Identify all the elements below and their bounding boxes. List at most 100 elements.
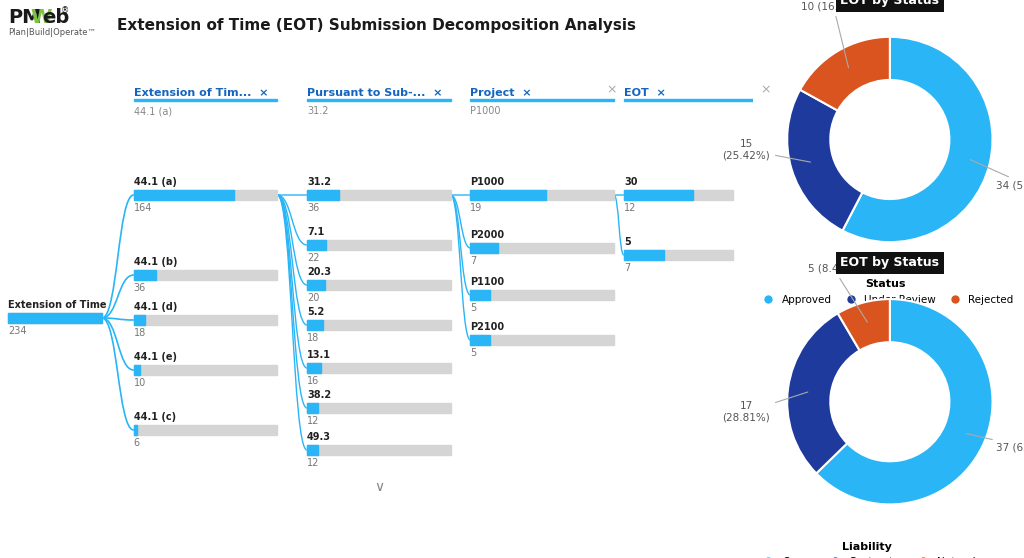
Text: ×: × xyxy=(760,83,770,96)
Text: 31.2: 31.2 xyxy=(307,106,329,116)
Text: 44.1 (c): 44.1 (c) xyxy=(134,412,176,422)
Bar xyxy=(470,190,546,200)
Bar xyxy=(307,403,451,413)
FancyArrowPatch shape xyxy=(278,195,307,285)
Text: P1000: P1000 xyxy=(470,106,501,116)
Text: 18: 18 xyxy=(307,333,319,343)
Text: 36: 36 xyxy=(307,203,319,213)
Bar xyxy=(307,363,451,373)
Text: 17
(28.81%): 17 (28.81%) xyxy=(722,392,808,423)
Text: 10 (16.95%): 10 (16.95%) xyxy=(802,1,865,68)
Text: 34 (57.63%): 34 (57.63%) xyxy=(970,160,1024,191)
Text: Pursuant to Sub-...  ×: Pursuant to Sub-... × xyxy=(307,88,442,98)
Bar xyxy=(307,240,327,250)
Text: Extension of Time: Extension of Time xyxy=(8,300,106,310)
Text: 44.1 (b): 44.1 (b) xyxy=(134,257,177,267)
FancyArrowPatch shape xyxy=(614,195,624,255)
FancyArrowPatch shape xyxy=(102,275,134,318)
FancyArrowPatch shape xyxy=(102,318,134,370)
Bar xyxy=(624,250,733,260)
Text: ∨: ∨ xyxy=(374,480,384,494)
Text: 19: 19 xyxy=(470,203,482,213)
Text: 30: 30 xyxy=(624,177,637,187)
Bar xyxy=(8,313,102,323)
Wedge shape xyxy=(843,37,992,242)
Bar xyxy=(470,335,490,345)
Text: 36: 36 xyxy=(134,283,146,293)
Text: P2100: P2100 xyxy=(470,322,505,332)
Text: P2000: P2000 xyxy=(470,230,505,240)
FancyArrowPatch shape xyxy=(278,195,307,408)
Text: 5: 5 xyxy=(470,303,476,313)
Bar xyxy=(134,315,278,325)
Text: 7: 7 xyxy=(624,263,630,273)
Bar xyxy=(307,445,451,455)
FancyArrowPatch shape xyxy=(102,318,134,320)
Text: P1100: P1100 xyxy=(470,277,505,287)
FancyArrowPatch shape xyxy=(102,195,134,318)
Bar xyxy=(307,240,451,250)
Text: 15
(25.42%): 15 (25.42%) xyxy=(722,139,810,162)
Text: 12: 12 xyxy=(307,458,319,468)
Bar xyxy=(307,280,325,290)
Legend: Approved, Under Review, Rejected: Approved, Under Review, Rejected xyxy=(754,275,1018,309)
Text: P1000: P1000 xyxy=(470,177,505,187)
Text: Plan|Build|Operate™: Plan|Build|Operate™ xyxy=(8,28,96,37)
Bar xyxy=(134,425,137,435)
Text: 5 (8.47%): 5 (8.47%) xyxy=(808,263,867,322)
Text: 7.1: 7.1 xyxy=(307,227,325,237)
Text: eb: eb xyxy=(43,8,70,27)
Bar xyxy=(307,190,451,200)
Text: 7: 7 xyxy=(470,256,476,266)
Legend: Owner, Contractor, Nuteral: Owner, Contractor, Nuteral xyxy=(754,537,979,558)
Text: 6: 6 xyxy=(134,438,140,448)
Bar xyxy=(134,425,278,435)
Bar xyxy=(134,365,278,375)
Text: 5: 5 xyxy=(624,237,631,247)
FancyArrowPatch shape xyxy=(278,195,307,450)
Text: Project  ×: Project × xyxy=(470,88,532,98)
Text: 44.1 (d): 44.1 (d) xyxy=(134,302,177,312)
Bar xyxy=(624,250,664,260)
FancyArrowPatch shape xyxy=(278,195,307,325)
Text: ×: × xyxy=(606,83,617,96)
Text: 44.1 (a): 44.1 (a) xyxy=(134,106,172,116)
Text: 38.2: 38.2 xyxy=(307,390,331,400)
Text: 12: 12 xyxy=(624,203,636,213)
Bar xyxy=(470,243,499,253)
Text: 49.3: 49.3 xyxy=(307,432,331,442)
Text: 5: 5 xyxy=(470,348,476,358)
Bar xyxy=(307,403,317,413)
Bar xyxy=(8,313,102,323)
Text: 37 (62.71%): 37 (62.71%) xyxy=(967,434,1024,453)
Bar xyxy=(624,99,768,101)
Text: 18: 18 xyxy=(134,328,146,338)
Bar xyxy=(134,190,278,200)
FancyArrowPatch shape xyxy=(278,195,307,245)
Bar xyxy=(470,290,614,300)
Bar xyxy=(470,190,614,200)
Bar xyxy=(624,190,692,200)
Title: EOT by Status: EOT by Status xyxy=(841,0,939,7)
Bar xyxy=(470,290,490,300)
Text: 20: 20 xyxy=(307,293,319,303)
Bar xyxy=(307,363,321,373)
Text: 164: 164 xyxy=(134,203,153,213)
Text: 31.2: 31.2 xyxy=(307,177,331,187)
Text: PM: PM xyxy=(8,8,41,27)
Text: 5.2: 5.2 xyxy=(307,307,325,317)
Wedge shape xyxy=(816,299,992,504)
Bar xyxy=(134,190,234,200)
Text: 44.1 (a): 44.1 (a) xyxy=(134,177,176,187)
Bar xyxy=(470,99,614,101)
Bar xyxy=(307,190,339,200)
Bar xyxy=(624,190,733,200)
Bar xyxy=(134,99,278,101)
Bar xyxy=(134,270,156,280)
Wedge shape xyxy=(787,313,859,473)
Text: 16: 16 xyxy=(307,376,319,386)
Text: 44.1 (e): 44.1 (e) xyxy=(134,352,177,362)
FancyArrowPatch shape xyxy=(278,195,307,368)
Wedge shape xyxy=(838,299,890,350)
Text: 22: 22 xyxy=(307,253,319,263)
